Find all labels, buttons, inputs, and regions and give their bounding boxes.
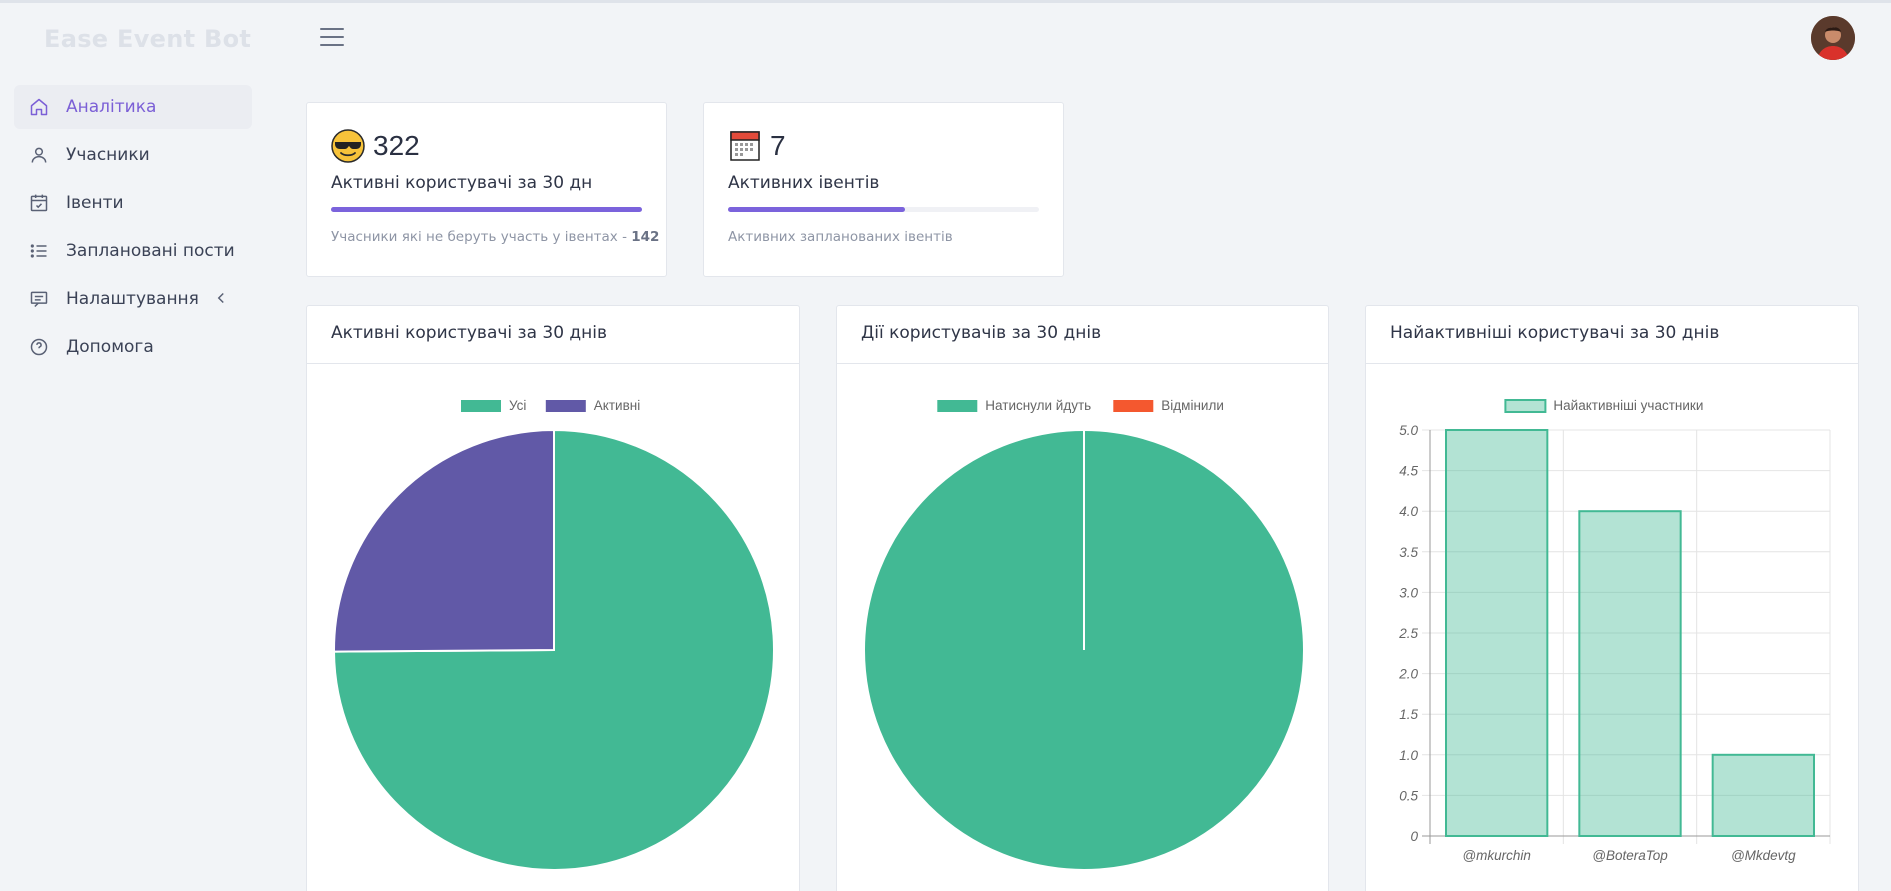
legend-swatch	[461, 400, 501, 412]
sidebar-item-label: Налаштування	[66, 289, 199, 309]
legend-label: Усі	[509, 398, 526, 413]
stat-subtext-label: Активних запланованих івентів	[728, 229, 953, 245]
x-tick-label: @mkurchin	[1462, 848, 1530, 863]
list-icon	[28, 240, 50, 262]
stat-subtext: Учасники які не беруть участь у івентах …	[331, 229, 659, 245]
stat-card-active-events: 7 Активних івентів Активних запланованих…	[703, 102, 1064, 277]
legend-label: Натиснули йдуть	[985, 398, 1091, 413]
bar	[1445, 429, 1549, 837]
panel-title: Найактивніші користувачі за 30 днів	[1366, 306, 1858, 364]
x-tick-label: @BoteraTop	[1592, 848, 1668, 863]
panel-active-users: Активні користувачі за 30 днів Усі Активн…	[306, 305, 800, 891]
y-tick-label: 3.0	[1399, 585, 1418, 600]
pie-slice	[333, 428, 555, 653]
stat-subtext: Активних запланованих івентів	[728, 229, 953, 245]
panel-title: Активні користувачі за 30 днів	[307, 306, 799, 364]
sidebar-item-label: Заплановані пости	[66, 241, 235, 261]
sidebar-item-settings[interactable]: Налаштування	[14, 277, 252, 321]
y-tick-label: 3.5	[1399, 545, 1418, 560]
chevron-left-icon[interactable]	[212, 289, 230, 307]
bar	[1578, 510, 1682, 837]
progress-fill	[331, 207, 642, 212]
user-icon	[28, 144, 50, 166]
y-tick-label: 1.0	[1399, 748, 1418, 763]
sunglasses-emoji-icon	[331, 129, 365, 163]
legend-swatch	[1504, 399, 1547, 413]
stat-card-active-users: 322 Активні користувачі за 30 дн Учасник…	[306, 102, 667, 277]
calendar-check-icon	[28, 192, 50, 214]
legend-label: Відмінили	[1161, 398, 1224, 413]
user-avatar[interactable]	[1811, 16, 1855, 60]
y-tick-label: 0.5	[1399, 788, 1418, 803]
home-icon	[28, 96, 50, 118]
y-tick-label: 4.0	[1399, 504, 1418, 519]
sidebar-item-label: Учасники	[66, 145, 150, 165]
stat-subtext-label: Учасники які не беруть участь у івентах …	[331, 229, 632, 245]
stat-value: 322	[373, 130, 420, 161]
y-tick-label: 2.0	[1398, 667, 1418, 682]
pie-chart-user-actions: Натиснули йдуть Відмінили	[863, 398, 1305, 871]
legend-swatch	[1113, 400, 1154, 412]
panel-user-actions: Дії користувачів за 30 днів Натиснули йд…	[836, 305, 1329, 891]
stat-subtext-value: 142	[631, 229, 660, 245]
sidebar-item-analytics[interactable]: Аналітика	[14, 85, 252, 129]
bar-chart-top-users: Найактивніші участники 0 0.5 1.0 1.5 2.0 2.5 3.…	[1398, 398, 1831, 863]
sidebar-item-events[interactable]: Івенти	[14, 181, 252, 225]
progress-bar	[331, 207, 642, 212]
topbar	[268, 3, 1891, 75]
legend-label: Найактивніші участники	[1553, 398, 1703, 413]
progress-fill	[728, 207, 906, 212]
sidebar-nav: Аналітика Учасники Івенти Заплановані по…	[14, 85, 252, 373]
pie-chart-active-users: Усі Активні	[332, 398, 775, 871]
legend-swatch	[545, 400, 586, 412]
y-tick-label: 5.0	[1399, 423, 1418, 438]
stat-label: Активних івентів	[728, 173, 880, 193]
calendar-emoji-icon	[728, 129, 762, 163]
brand-logo[interactable]: Ease Event Bot	[44, 25, 252, 53]
y-tick-label: 0	[1410, 829, 1418, 844]
sidebar: Ease Event Bot Аналітика Учасники Івенти…	[0, 3, 268, 891]
help-circle-icon	[28, 336, 50, 358]
legend-label: Активні	[594, 398, 640, 413]
y-tick-label: 1.5	[1399, 707, 1418, 722]
menu-toggle-icon[interactable]	[318, 25, 346, 49]
sidebar-item-label: Аналітика	[66, 97, 157, 117]
sidebar-item-label: Івенти	[66, 193, 124, 213]
x-tick-label: @Mkdevtg	[1731, 848, 1796, 863]
panel-top-users: Найактивніші користувачі за 30 днів Найа…	[1365, 305, 1859, 891]
bar	[1711, 753, 1815, 837]
sidebar-item-help[interactable]: Допомога	[14, 325, 252, 369]
progress-bar	[728, 207, 1039, 212]
stat-label: Активні користувачі за 30 дн	[331, 173, 593, 193]
legend-swatch	[937, 400, 978, 412]
message-square-icon	[28, 288, 50, 310]
sidebar-item-scheduled-posts[interactable]: Заплановані пости	[14, 229, 252, 273]
sidebar-item-participants[interactable]: Учасники	[14, 133, 252, 177]
panel-title: Дії користувачів за 30 днів	[837, 306, 1328, 364]
stat-value: 7	[770, 130, 786, 161]
y-tick-label: 2.5	[1398, 626, 1418, 641]
y-tick-label: 4.5	[1399, 464, 1418, 479]
sidebar-item-label: Допомога	[66, 337, 154, 357]
